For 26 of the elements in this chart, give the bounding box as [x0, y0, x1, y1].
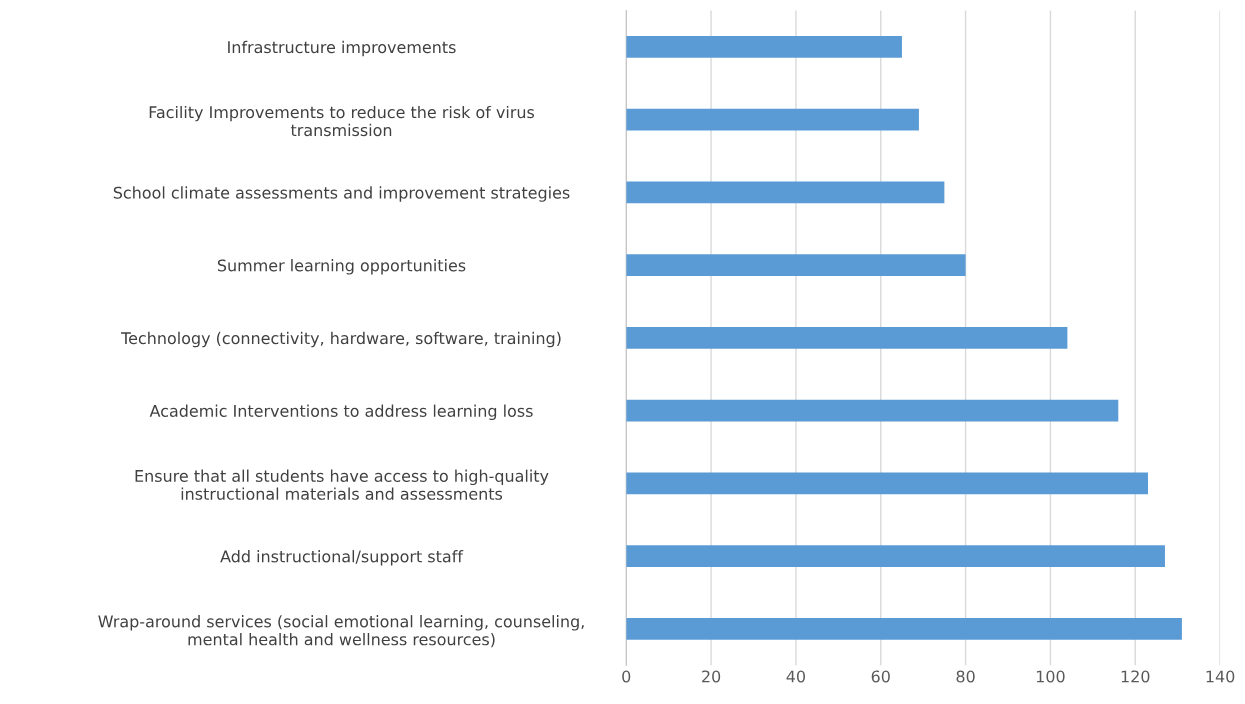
- bar: [626, 254, 966, 277]
- x-tick-label: 0: [622, 670, 631, 683]
- y-tick-label: Infrastructure improvements: [228, 40, 456, 57]
- bar: [626, 181, 945, 204]
- bar: [626, 108, 919, 131]
- x-tick-label: 40: [786, 670, 806, 683]
- y-tick-label: School climate assessments and improvement strategies: [113, 186, 570, 202]
- y-tick-label: Wrap-around services (social emotional learning, counseling, mental health and wellness resources): [98, 615, 584, 648]
- x-tick-label: 20: [702, 670, 721, 683]
- x-tick-label: 140: [1206, 670, 1235, 683]
- y-tick-label: Technology (connectivity, hardware, software, training): [121, 331, 561, 348]
- bar: [626, 327, 1068, 349]
- y-tick-label: Ensure that all students have access to high-quality instructional materials and assessments: [135, 469, 549, 500]
- x-tick-label: 120: [1121, 670, 1150, 683]
- y-tick-label: Facility Improvements to reduce the risk of virus transmission: [149, 105, 535, 137]
- bar: [626, 36, 902, 58]
- y-tick-label: Academic Interventions to address learning loss: [149, 404, 533, 421]
- y-tick-label: Add instructional/support staff: [220, 550, 464, 566]
- bar: [626, 472, 1148, 495]
- bar: [626, 545, 1165, 568]
- bar: [626, 399, 1119, 422]
- y-tick-label: Summer learning opportunities: [217, 259, 466, 275]
- bar: [626, 617, 1182, 640]
- x-tick-label: 60: [871, 670, 890, 683]
- x-tick-label: 80: [956, 670, 975, 683]
- x-tick-label: 100: [1036, 670, 1065, 683]
